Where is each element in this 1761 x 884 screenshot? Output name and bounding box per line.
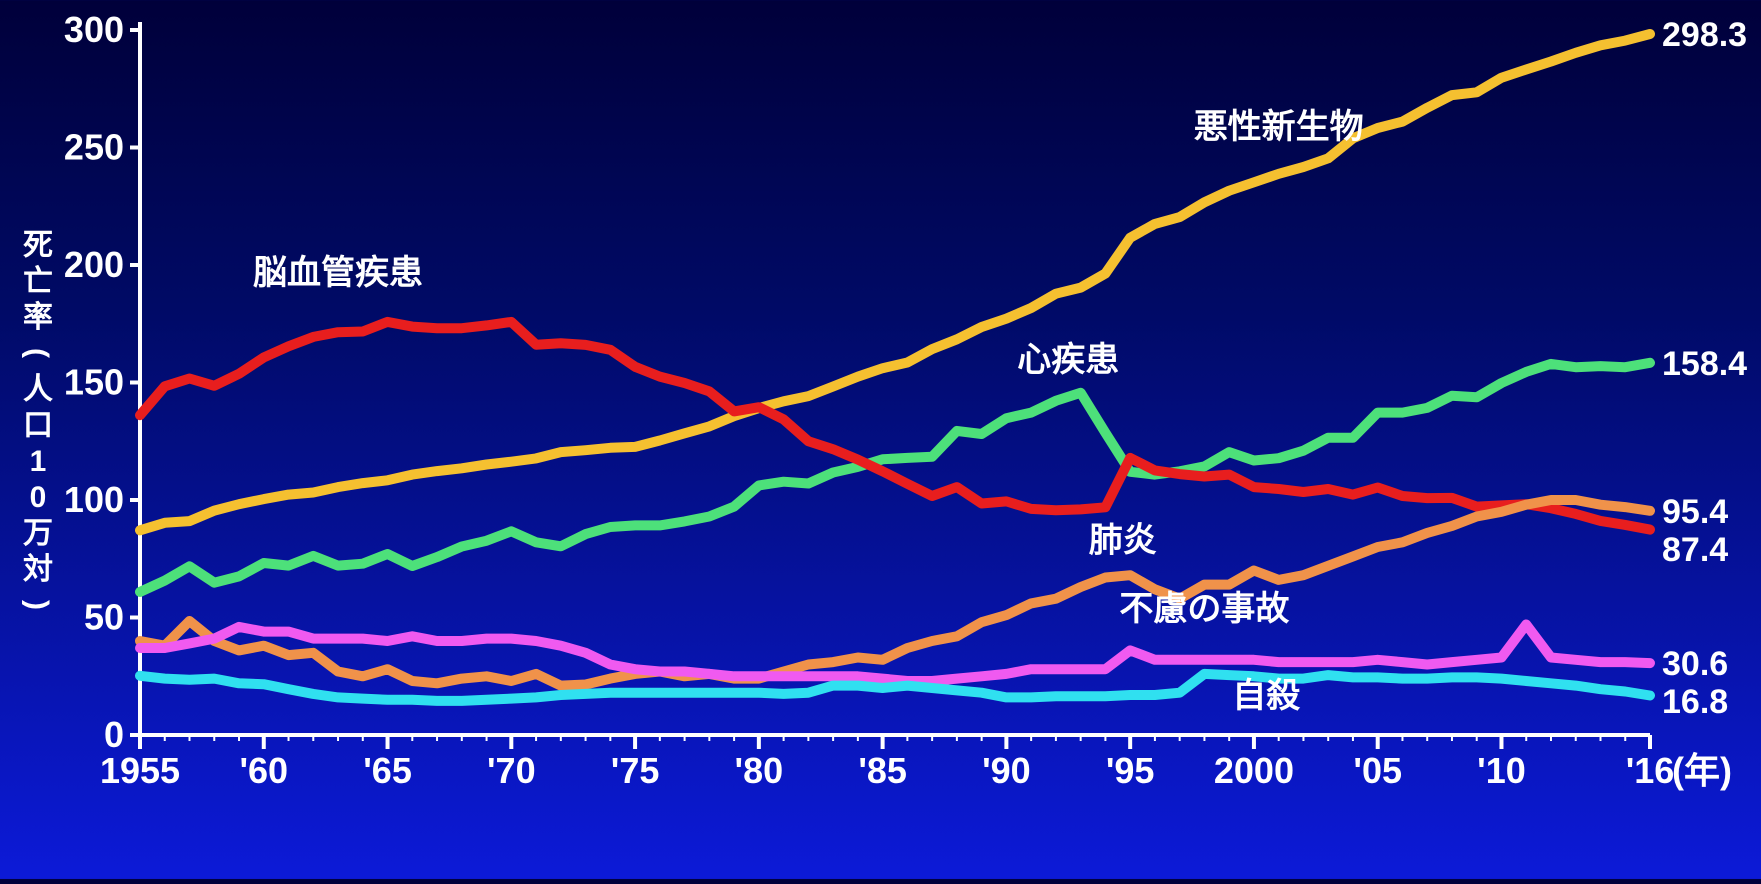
y-ticks: 0 50 100 150 200 250 300 <box>64 9 140 755</box>
y-axis-label-char: ) <box>21 600 54 610</box>
x-tick-label: '90 <box>982 750 1031 791</box>
x-tick-label: 1955 <box>100 750 180 791</box>
x-tick-label: '16 <box>1626 750 1675 791</box>
y-axis-label-char: 死 <box>23 229 53 262</box>
series-annotation: 心疾患 <box>1017 341 1119 379</box>
end-value-label: 30.6 <box>1662 645 1728 683</box>
axes <box>138 22 1650 737</box>
x-tick-label: '80 <box>735 750 784 791</box>
y-tick-label: 250 <box>64 127 124 168</box>
x-tick-label: '70 <box>487 750 536 791</box>
x-tick-label: '85 <box>858 750 907 791</box>
x-tick-label: '60 <box>239 750 288 791</box>
y-axis-label-char: 万 <box>23 517 53 550</box>
series-annotation: 肺炎 <box>1089 522 1157 560</box>
y-axis-label-char: 1 <box>30 445 47 478</box>
y-axis-label-char: 人 <box>23 373 53 406</box>
series-annotation: 脳血管疾患 <box>253 254 423 292</box>
series-lines <box>135 29 1655 706</box>
series-annotation: 不慮の事故 <box>1119 590 1289 628</box>
y-axis-label-char: 亡 <box>23 265 53 298</box>
x-tick-label: '10 <box>1477 750 1526 791</box>
y-axis-label-char: 対 <box>23 553 53 586</box>
x-tick-label: '75 <box>611 750 660 791</box>
series-line <box>135 619 1655 686</box>
x-tick-label: '65 <box>363 750 412 791</box>
series-line <box>135 316 1655 535</box>
y-tick-label: 300 <box>64 9 124 50</box>
y-tick-label: 100 <box>64 479 124 520</box>
end-value-label: 16.8 <box>1662 683 1728 721</box>
end-value-label: 87.4 <box>1662 531 1728 569</box>
end-value-labels: 298.3 158.4 95.487.4 30.616.8 <box>1662 16 1747 721</box>
y-axis-label-char: 率 <box>23 301 53 334</box>
series-annotation: 悪性新生物 <box>1194 108 1364 146</box>
x-ticks: 1955 '60 '65 '70 '75 '80 '85 '90 '95 2000 '05 '10 '1… <box>100 735 1732 791</box>
y-tick-label: 200 <box>64 244 124 285</box>
y-axis-label-char: 0 <box>30 481 47 514</box>
end-value-label: 95.4 <box>1662 493 1728 531</box>
y-tick-label: 50 <box>84 597 124 638</box>
series-annotation: 自殺 <box>1232 677 1300 715</box>
series-line <box>135 29 1655 536</box>
series-line <box>135 357 1655 597</box>
end-value-label: 298.3 <box>1662 16 1747 54</box>
series-line <box>135 495 1655 691</box>
y-tick-label: 0 <box>104 714 124 755</box>
y-axis-label-char: 口 <box>23 409 53 442</box>
x-tick-label: '95 <box>1106 750 1155 791</box>
x-unit-label: (年) <box>1672 750 1732 791</box>
x-tick-label: 2000 <box>1214 750 1294 791</box>
series-line <box>135 668 1655 706</box>
y-axis-label-char: ( <box>21 348 54 358</box>
end-value-label: 158.4 <box>1662 345 1747 383</box>
y-tick-label: 150 <box>64 362 124 403</box>
x-tick-label: '05 <box>1353 750 1402 791</box>
